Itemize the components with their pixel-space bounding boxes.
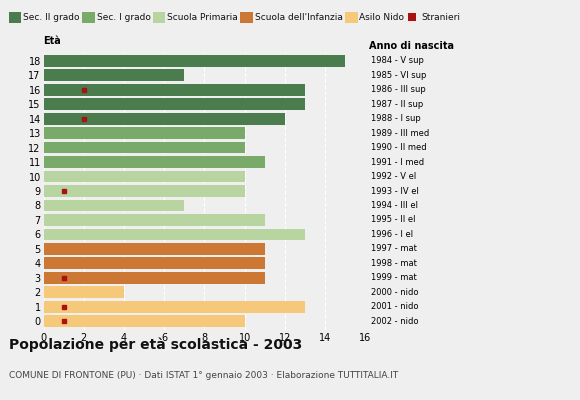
Text: 1986 - III sup: 1986 - III sup [371, 85, 426, 94]
Text: Scuola Primaria: Scuola Primaria [167, 13, 238, 22]
Bar [44, 315, 245, 327]
Text: 1998 - mat: 1998 - mat [371, 259, 417, 268]
Text: Popolazione per età scolastica - 2003: Popolazione per età scolastica - 2003 [9, 338, 302, 352]
Text: 1984 - V sup: 1984 - V sup [371, 56, 424, 65]
Text: Sec. I grado: Sec. I grado [96, 13, 150, 22]
Text: Età: Età [44, 36, 61, 46]
Bar [44, 142, 245, 154]
Text: 2000 - nido: 2000 - nido [371, 288, 418, 297]
Text: Scuola dell'Infanzia: Scuola dell'Infanzia [255, 13, 343, 22]
Bar [44, 243, 265, 255]
Text: s: s [411, 13, 416, 22]
Text: 1991 - I med: 1991 - I med [371, 158, 424, 166]
Text: 1987 - II sup: 1987 - II sup [371, 100, 423, 109]
Text: Anno di nascita: Anno di nascita [369, 41, 455, 51]
Text: 1985 - VI sup: 1985 - VI sup [371, 71, 426, 80]
Bar [44, 113, 285, 124]
Text: Sec. II grado: Sec. II grado [23, 13, 79, 22]
Text: Asilo Nido: Asilo Nido [360, 13, 404, 22]
Bar [44, 55, 345, 67]
Text: 1990 - II med: 1990 - II med [371, 143, 426, 152]
Text: 2001 - nido: 2001 - nido [371, 302, 418, 311]
Bar [44, 185, 245, 197]
Bar [44, 69, 184, 81]
Bar [44, 200, 184, 212]
Text: 1996 - I el: 1996 - I el [371, 230, 413, 239]
Text: 1995 - II el: 1995 - II el [371, 216, 415, 224]
Text: Stranieri: Stranieri [421, 13, 461, 22]
Bar [44, 170, 245, 182]
Bar [44, 286, 124, 298]
Text: 1993 - IV el: 1993 - IV el [371, 186, 419, 196]
Bar [44, 127, 245, 139]
Bar [44, 98, 305, 110]
Text: 1988 - I sup: 1988 - I sup [371, 114, 420, 123]
Text: 1989 - III med: 1989 - III med [371, 128, 429, 138]
Bar [44, 214, 265, 226]
Bar [44, 301, 305, 313]
Text: 1997 - mat: 1997 - mat [371, 244, 417, 254]
Bar [44, 258, 265, 269]
Bar [44, 156, 265, 168]
Text: COMUNE DI FRONTONE (PU) · Dati ISTAT 1° gennaio 2003 · Elaborazione TUTTITALIA.I: COMUNE DI FRONTONE (PU) · Dati ISTAT 1° … [9, 371, 398, 380]
Text: 2002 - nido: 2002 - nido [371, 317, 418, 326]
Bar [44, 84, 305, 96]
Bar [44, 272, 265, 284]
Text: 1992 - V el: 1992 - V el [371, 172, 416, 181]
Text: 1994 - III el: 1994 - III el [371, 201, 418, 210]
Bar [44, 228, 305, 240]
Text: 1999 - mat: 1999 - mat [371, 273, 416, 282]
